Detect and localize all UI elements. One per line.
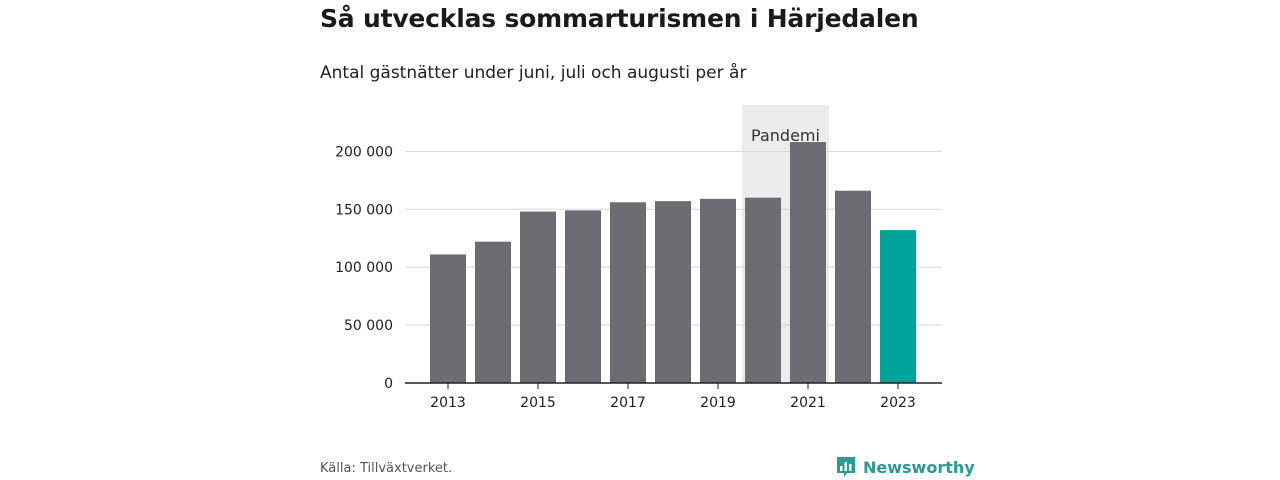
bar-2013	[430, 254, 466, 383]
bar-2016	[565, 210, 601, 383]
x-tick-label: 2019	[700, 395, 736, 411]
bar-2019	[700, 198, 736, 383]
source-note: Källa: Tillväxtverket.	[320, 461, 453, 476]
brand-logo[interactable]: Newsworthy	[835, 455, 975, 479]
x-tick-label: 2017	[610, 395, 646, 411]
y-tick-label: 0	[384, 376, 393, 392]
brand-name: Newsworthy	[863, 457, 975, 477]
bar-2020	[745, 197, 781, 383]
chart-title: Så utvecklas sommarturismen i Härjedalen	[320, 4, 919, 33]
newsworthy-icon	[837, 457, 855, 477]
y-tick-label: 50 000	[344, 318, 393, 334]
chart-subtitle: Antal gästnätter under juni, juli och au…	[320, 63, 747, 83]
bar-2022	[835, 190, 871, 383]
bar-2018	[655, 201, 691, 383]
y-tick-label: 200 000	[335, 144, 393, 160]
x-tick-label: 2015	[520, 395, 556, 411]
bar-2023	[880, 230, 916, 383]
bar-2021	[790, 142, 826, 383]
bar-2017	[610, 202, 646, 383]
x-tick-label: 2013	[430, 395, 466, 411]
bar-2015	[520, 211, 556, 383]
annotation-label: Pandemi	[751, 126, 820, 145]
x-tick-label: 2023	[880, 395, 916, 411]
y-tick-label: 100 000	[335, 260, 393, 276]
y-tick-label: 150 000	[335, 202, 393, 218]
bar-2014	[475, 241, 511, 383]
x-tick-label: 2021	[790, 395, 826, 411]
